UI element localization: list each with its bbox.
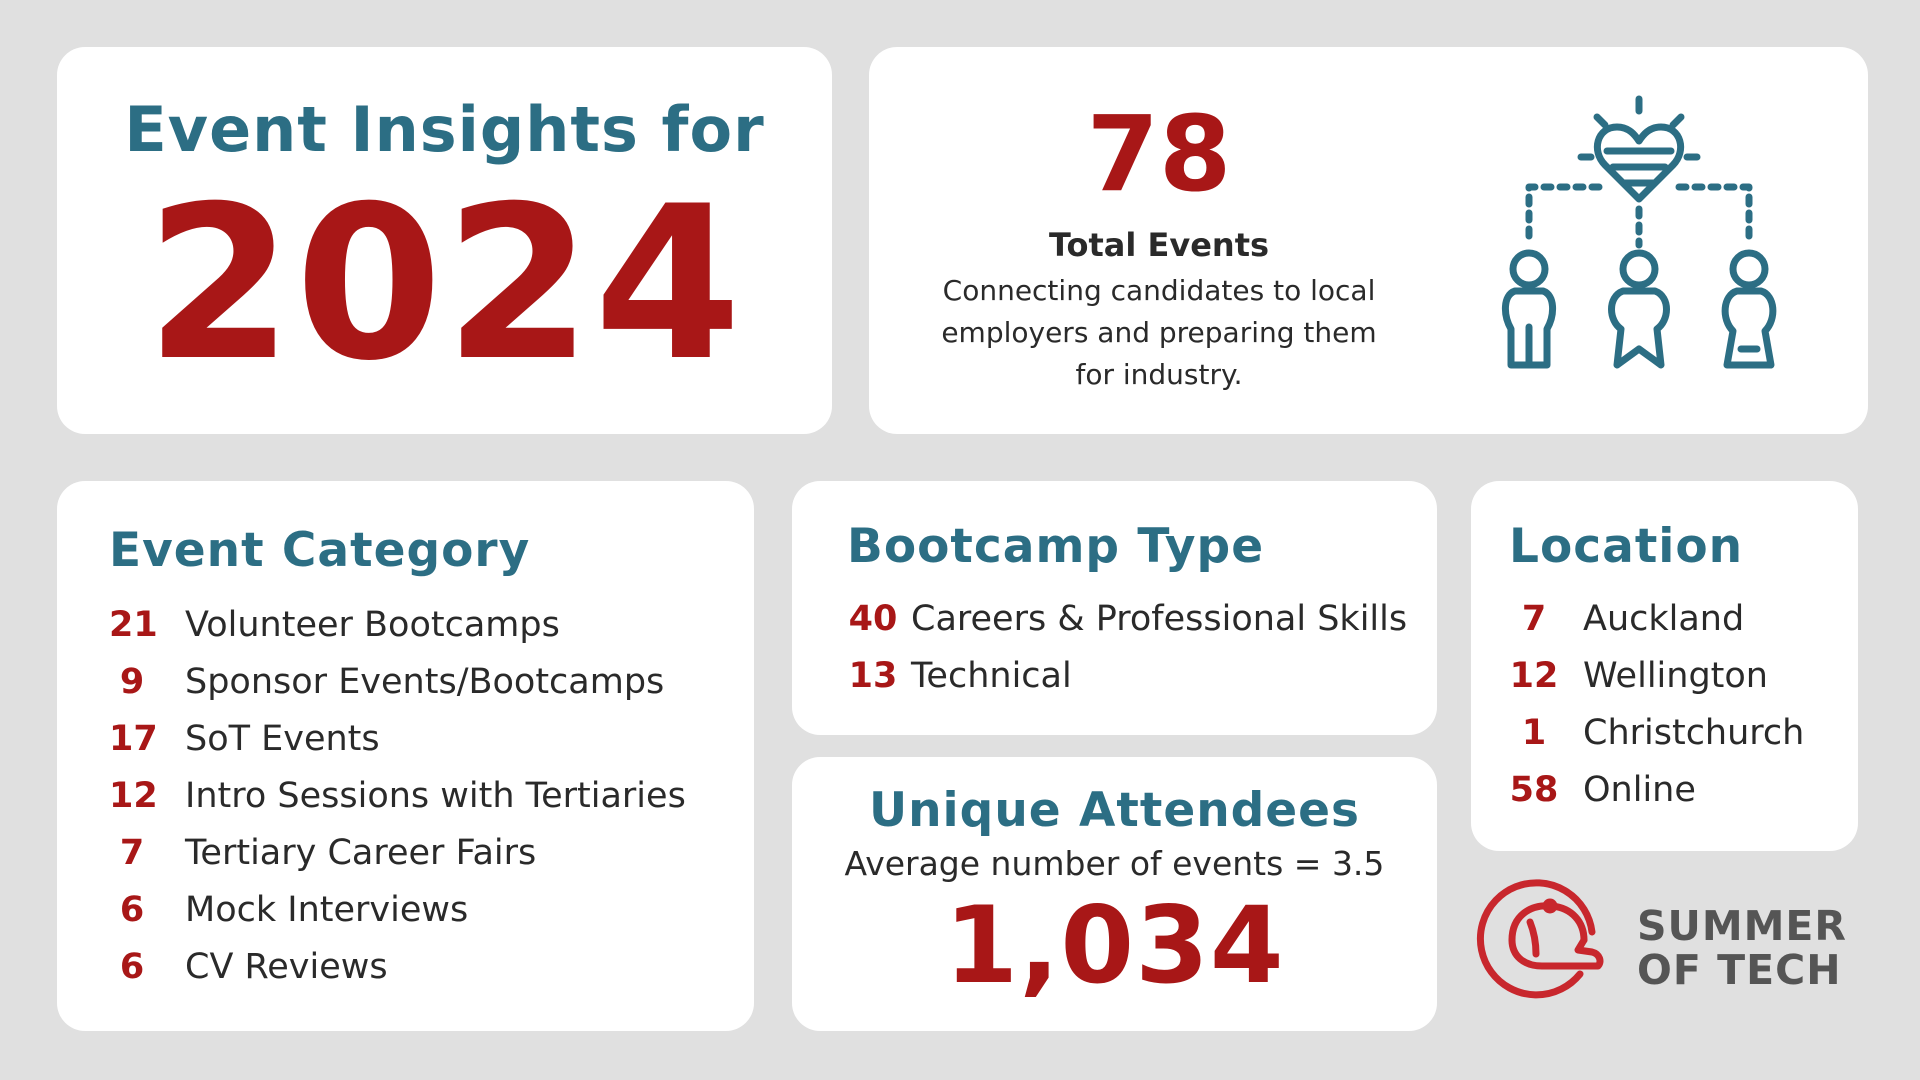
event-category-card: Event Category 21 Volunteer Bootcamps 9 Sp… — [57, 481, 754, 1031]
item-label: Mock Interviews — [185, 889, 469, 930]
item-count: 40 — [848, 598, 898, 639]
list-item: 12 Wellington — [1509, 647, 1858, 704]
cap-logo-icon — [1476, 879, 1604, 999]
unique-attendees-card: Unique Attendees Average number of event… — [792, 757, 1437, 1031]
title-year: 2024 — [145, 160, 744, 407]
bootcamp-type-list: 40 Careers & Professional Skills 13 Techni… — [847, 590, 1437, 704]
item-count: 9 — [119, 661, 145, 702]
event-category-list: 21 Volunteer Bootcamps 9 Sponsor Events/Bo… — [109, 596, 754, 995]
item-label: Wellington — [1583, 655, 1768, 696]
list-item: 58 Online — [1509, 761, 1858, 818]
list-item: 17 SoT Events — [109, 710, 754, 767]
item-count: 1 — [1521, 712, 1547, 753]
item-count: 13 — [848, 655, 898, 696]
total-events-number: 78 — [1086, 93, 1232, 215]
item-count: 12 — [1509, 655, 1559, 696]
title-line: Event Insights for — [124, 93, 765, 166]
item-count: 6 — [119, 889, 145, 930]
item-label: Auckland — [1583, 598, 1745, 639]
item-count: 58 — [1509, 769, 1559, 810]
item-count: 21 — [109, 604, 158, 645]
total-events-description: Connecting candidates to local employers… — [941, 274, 1377, 391]
item-label: Technical — [911, 655, 1072, 696]
list-item: 12 Intro Sessions with Tertiaries — [109, 767, 754, 824]
unique-attendees-heading: Unique Attendees — [868, 783, 1361, 838]
logo-text-line2: OF TECH — [1637, 946, 1842, 994]
total-events-text: 78 Total Events Connecting candidates to… — [929, 47, 1389, 396]
people-connection-icon — [1502, 95, 1777, 369]
item-count: 7 — [1521, 598, 1547, 639]
list-item: 6 Mock Interviews — [109, 881, 754, 938]
total-events-label: Total Events — [1048, 226, 1270, 264]
item-label: Sponsor Events/Bootcamps — [185, 661, 665, 702]
list-item: 13 Technical — [847, 647, 1437, 704]
item-count: 6 — [119, 946, 145, 987]
event-category-heading: Event Category — [109, 523, 531, 578]
average-events-text: Average number of events = 3.5 — [844, 844, 1385, 883]
logo-text-line1: SUMMER — [1637, 902, 1847, 950]
item-label: Christchurch — [1583, 712, 1805, 753]
list-item: 9 Sponsor Events/Bootcamps — [109, 653, 754, 710]
list-item: 40 Careers & Professional Skills — [847, 590, 1437, 647]
item-label: Tertiary Career Fairs — [185, 832, 537, 873]
list-item: 21 Volunteer Bootcamps — [109, 596, 754, 653]
location-list: 7 Auckland 12 Wellington 1 Christchurch 58 O… — [1509, 590, 1858, 818]
total-events-card: 78 Total Events Connecting candidates to… — [869, 47, 1868, 434]
item-count: 17 — [109, 718, 158, 759]
item-label: Volunteer Bootcamps — [185, 604, 560, 645]
location-heading: Location — [1509, 519, 1744, 574]
unique-attendees-number: 1,034 — [944, 884, 1285, 1007]
list-item: 6 CV Reviews — [109, 938, 754, 995]
list-item: 1 Christchurch — [1509, 704, 1858, 761]
location-card: Location 7 Auckland 12 Wellington 1 Christc… — [1471, 481, 1858, 851]
item-label: CV Reviews — [185, 946, 388, 987]
summer-of-tech-logo: SUMMER OF TECH — [1472, 870, 1852, 1010]
item-label: Careers & Professional Skills — [911, 598, 1408, 639]
item-count: 12 — [109, 775, 158, 816]
item-label: Online — [1583, 769, 1696, 810]
list-item: 7 Auckland — [1509, 590, 1858, 647]
logo-text: SUMMER OF TECH — [1637, 904, 1847, 992]
item-label: SoT Events — [185, 718, 380, 759]
title-card: Event Insights for 2024 — [57, 47, 832, 434]
item-count: 7 — [119, 832, 145, 873]
item-label: Intro Sessions with Tertiaries — [185, 775, 686, 816]
list-item: 7 Tertiary Career Fairs — [109, 824, 754, 881]
bootcamp-type-card: Bootcamp Type 40 Careers & Professional S… — [792, 481, 1437, 735]
bootcamp-type-heading: Bootcamp Type — [847, 519, 1265, 574]
